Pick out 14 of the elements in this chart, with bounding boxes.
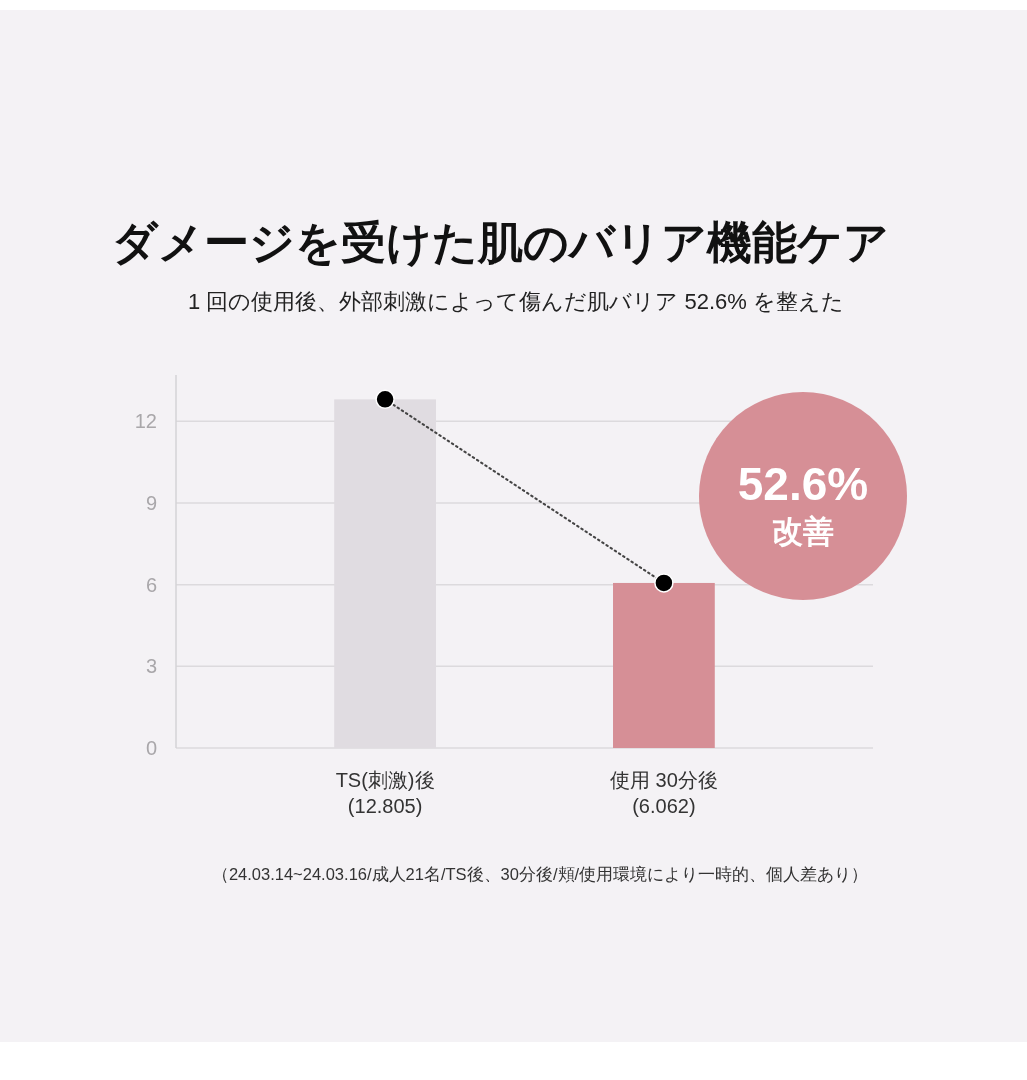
- data-label: (12.805): [347, 795, 423, 817]
- chart-subtitle: 1 回の使用後、外部刺激によって傷んだ肌バリア 52.6% を整えた: [188, 289, 844, 314]
- x-tick-label: 使用 30分後: [609, 769, 718, 791]
- data-label: (6.062): [632, 795, 696, 817]
- annotation: 52.6%: [737, 458, 869, 510]
- x-tick-label: TS(刺激)後: [335, 769, 435, 791]
- annotation: 改善: [772, 514, 834, 549]
- chart-title: ダメージを受けた肌のバリア機能ケア: [111, 217, 889, 268]
- y-tick-label: 6: [145, 573, 157, 596]
- text: （24.03.14~24.03.16/成人21名/TS後、30分後/頬/使用環境により一時的、個人差あり）: [211, 865, 869, 884]
- y-tick-label: 9: [145, 491, 157, 514]
- y-tick-label: 0: [145, 737, 157, 759]
- y-tick-label: 12: [134, 410, 157, 433]
- y-tick-label: 3: [145, 655, 157, 678]
